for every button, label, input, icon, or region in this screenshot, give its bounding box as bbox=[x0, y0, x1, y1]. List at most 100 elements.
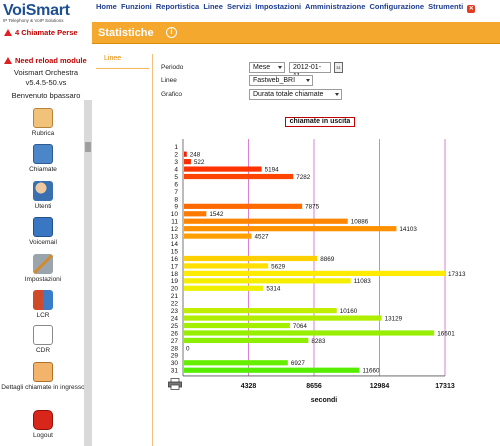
nav-home[interactable]: Home bbox=[96, 2, 117, 11]
category-label: 5 bbox=[174, 174, 178, 181]
sidebar-item-logout[interactable]: Logout bbox=[0, 410, 86, 439]
periodo-select[interactable]: Mese bbox=[249, 62, 285, 73]
category-label: 21 bbox=[171, 293, 179, 300]
category-label: 16 bbox=[171, 256, 179, 263]
nav-configurazione[interactable]: Configurazione bbox=[369, 2, 425, 11]
warning-icon bbox=[4, 57, 12, 64]
category-label: 6 bbox=[174, 181, 178, 188]
category-label: 10 bbox=[171, 211, 179, 218]
tick-label: 4328 bbox=[241, 383, 257, 390]
bar bbox=[184, 285, 264, 291]
sidebar-item-voicemail[interactable]: Voicemail bbox=[0, 217, 86, 246]
data-label: 8283 bbox=[311, 338, 326, 345]
close-icon[interactable]: ✕ bbox=[467, 5, 476, 13]
grafico-select[interactable]: Durata totale chiamate bbox=[249, 89, 342, 100]
bar bbox=[184, 308, 337, 314]
nav-servizi[interactable]: Servizi bbox=[227, 2, 252, 11]
bar bbox=[184, 337, 309, 344]
bar bbox=[184, 233, 252, 239]
nav-amministrazione[interactable]: Amministrazione bbox=[304, 2, 366, 11]
sidebar-item-label: Dettagli chiamate in ingresso bbox=[1, 384, 85, 391]
data-label: 11083 bbox=[354, 278, 372, 285]
category-label: 13 bbox=[171, 234, 179, 241]
category-label: 26 bbox=[171, 330, 179, 337]
category-label: 28 bbox=[171, 345, 179, 352]
nav-reportistica[interactable]: Reportistica bbox=[155, 2, 200, 11]
sidebar-collapse-handle[interactable] bbox=[84, 100, 92, 446]
bar bbox=[184, 203, 303, 209]
tab-linee[interactable]: Linee bbox=[96, 55, 149, 69]
linee-select[interactable]: Fastweb_BRI bbox=[249, 75, 313, 86]
data-label: 7282 bbox=[296, 174, 311, 181]
data-label: 17313 bbox=[448, 271, 466, 278]
category-label: 30 bbox=[171, 360, 179, 367]
bar bbox=[184, 367, 360, 373]
category-label: 18 bbox=[171, 271, 179, 278]
sidebar-item-lcr[interactable]: LCR bbox=[0, 290, 86, 319]
grip-icon bbox=[85, 142, 91, 152]
product-version: v5.4.5-50.vs bbox=[25, 78, 67, 87]
bar bbox=[184, 322, 290, 329]
sidebar-item-rubrica[interactable]: Rubrica bbox=[0, 108, 86, 137]
category-label: 4 bbox=[174, 166, 178, 173]
brand-tagline: IP Telephony & VoIP Solutions bbox=[3, 18, 64, 23]
bar bbox=[184, 263, 269, 269]
category-label: 24 bbox=[171, 315, 179, 322]
sidebar-item-label: CDR bbox=[35, 347, 51, 354]
linee-value: Fastweb_BRI bbox=[253, 77, 296, 84]
bar bbox=[184, 330, 435, 336]
sidebar-item-impostazioni[interactable]: Impostazioni bbox=[0, 254, 86, 283]
sidebar-item-dettagli-chiamate[interactable]: Dettagli chiamate in ingresso bbox=[0, 362, 86, 391]
data-label: 14103 bbox=[399, 226, 417, 233]
nav-linee[interactable]: Linee bbox=[203, 2, 223, 11]
grafico-value: Durata totale chiamate bbox=[253, 91, 324, 98]
category-label: 1 bbox=[174, 144, 178, 151]
tick-label: 17313 bbox=[435, 383, 455, 390]
category-label: 7 bbox=[174, 189, 178, 196]
data-label: 7064 bbox=[293, 323, 308, 330]
category-label: 3 bbox=[174, 159, 178, 166]
bar bbox=[184, 278, 351, 284]
bar bbox=[184, 211, 207, 217]
users-icon bbox=[33, 181, 53, 201]
missed-calls-alert[interactable]: 4 Chiamate Perse bbox=[4, 28, 78, 37]
bar bbox=[184, 226, 397, 232]
periodo-value: Mese bbox=[253, 64, 271, 71]
nav-strumenti[interactable]: Strumenti bbox=[428, 2, 464, 11]
calendar-icon[interactable]: 31 bbox=[334, 62, 343, 73]
periodo-label: Periodo bbox=[161, 64, 184, 71]
tick-label: 8656 bbox=[306, 383, 322, 390]
info-icon[interactable]: i bbox=[166, 27, 177, 38]
category-label: 29 bbox=[171, 353, 179, 360]
data-label: 5314 bbox=[266, 286, 281, 293]
power-icon bbox=[33, 410, 53, 430]
lcr-arrows-icon bbox=[33, 290, 53, 310]
sidebar-item-chiamate[interactable]: Chiamate bbox=[0, 144, 86, 173]
category-label: 23 bbox=[171, 308, 179, 315]
bar bbox=[184, 255, 318, 262]
date-field[interactable]: 2012-01-11 bbox=[289, 62, 331, 80]
print-icon[interactable] bbox=[168, 378, 182, 390]
reload-module-alert[interactable]: Need reload module bbox=[4, 56, 87, 65]
tab-divider bbox=[152, 54, 153, 446]
category-label: 22 bbox=[171, 301, 179, 308]
category-label: 14 bbox=[171, 241, 179, 248]
sidebar-item-label: Logout bbox=[33, 432, 53, 439]
category-label: 15 bbox=[171, 248, 179, 255]
bar bbox=[184, 151, 187, 157]
nav-impostazioni[interactable]: Impostazioni bbox=[255, 2, 302, 11]
chevron-down-icon bbox=[306, 79, 310, 82]
nav-funzioni[interactable]: Funzioni bbox=[120, 2, 152, 11]
data-label: 11660 bbox=[362, 368, 380, 375]
data-label: 522 bbox=[194, 159, 205, 166]
voismart-logo: VoiSmart IP Telephony & VoIP Solutions bbox=[3, 2, 91, 24]
data-label: 10886 bbox=[351, 219, 369, 226]
voicemail-icon bbox=[33, 217, 53, 237]
sidebar-item-cdr[interactable]: CDR bbox=[0, 325, 86, 354]
sidebar-item-utenti[interactable]: Utenti bbox=[0, 181, 86, 210]
data-label: 248 bbox=[190, 152, 201, 159]
data-label: 10160 bbox=[340, 308, 358, 315]
page-title: Statistiche bbox=[98, 27, 154, 39]
bar bbox=[184, 360, 288, 366]
category-label: 20 bbox=[171, 286, 179, 293]
